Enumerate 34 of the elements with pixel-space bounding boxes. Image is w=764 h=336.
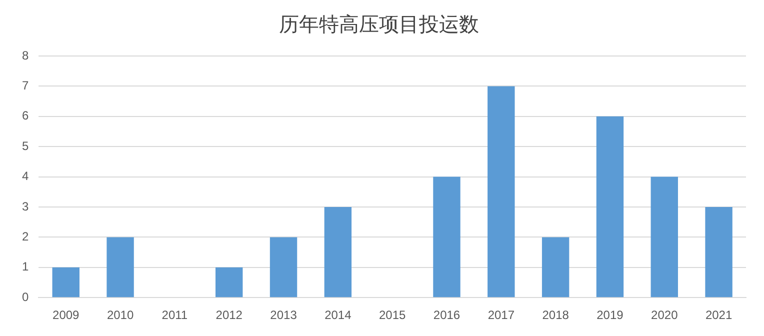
y-tick-label: 6 xyxy=(22,108,29,123)
y-tick-label: 3 xyxy=(22,199,29,214)
x-tick-label: 2014 xyxy=(324,308,352,322)
bar xyxy=(488,86,515,298)
bar xyxy=(52,267,80,298)
x-tick-label: 2018 xyxy=(542,308,570,322)
bar xyxy=(596,116,624,298)
x-tick-label: 2016 xyxy=(433,308,460,322)
x-tick-label: 2010 xyxy=(106,308,134,322)
x-tick-label: 2012 xyxy=(216,308,243,322)
y-tick-label: 7 xyxy=(22,78,29,93)
bar xyxy=(324,207,352,298)
bar xyxy=(542,237,570,298)
x-tick-label: 2013 xyxy=(270,308,298,322)
x-tick-label: 2019 xyxy=(596,308,624,322)
bar xyxy=(433,176,460,298)
y-tick-label: 0 xyxy=(22,290,29,304)
x-tick-label: 2015 xyxy=(378,308,406,322)
x-tick-label: 2020 xyxy=(651,308,678,322)
x-tick-label: 2011 xyxy=(162,308,188,322)
x-tick-label: 2021 xyxy=(705,308,732,322)
x-tick-label: 2009 xyxy=(52,308,80,322)
bar xyxy=(705,207,732,298)
y-tick-label: 4 xyxy=(22,169,29,184)
y-tick-label: 2 xyxy=(22,230,29,244)
bar xyxy=(650,176,678,298)
x-tick-label: 2017 xyxy=(488,308,515,322)
bar xyxy=(216,267,243,298)
y-tick-label: 1 xyxy=(22,260,29,274)
bar xyxy=(106,237,134,298)
chart-title: 历年特高压项目投运数 xyxy=(279,12,479,36)
bar xyxy=(270,237,298,298)
y-tick-label: 8 xyxy=(22,48,29,62)
y-tick-label: 5 xyxy=(22,138,29,153)
